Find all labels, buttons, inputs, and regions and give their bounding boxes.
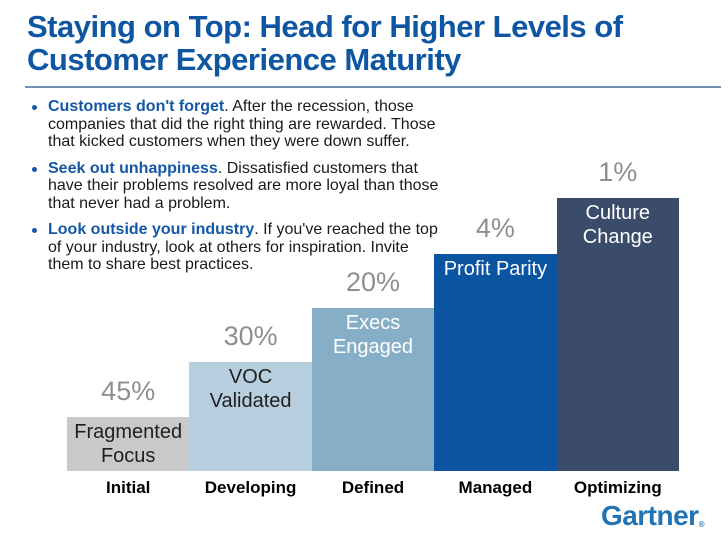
bullet-lead-3: Look outside your industry [48,221,255,238]
bullet-item-2: Seek out unhappiness. Dissatisfied custo… [28,160,448,213]
bar-label: Culture Change [582,202,653,248]
bullet-dot-icon [32,166,37,172]
bar-label: Profit Parity [443,258,548,280]
chart-bar-managed: Profit Parity [434,254,557,471]
axis-label-initial: Initial [105,478,151,497]
bullet-dot-icon [32,228,37,233]
bar-label: Fragmented Focus [74,421,183,467]
bar-value-label: 4% [475,213,515,243]
gartner-logo-text: Gartner [600,500,699,531]
axis-label-managed: Managed [458,478,533,497]
bullet-item-3: Look outside your industry. If you've re… [28,221,448,274]
page-title: Staying on Top: Head for Higher Levels o… [27,10,717,76]
bullet-text-3: . If you've reached the top of your indu… [48,221,438,273]
bullet-text-1: . After the recession, those companies t… [48,98,436,150]
chart-bar-initial: Fragmented Focus [67,417,190,471]
bullet-lead-1: Customers don't forget [48,98,225,115]
bullet-text-2: . Dissatisfied customers that have their… [48,159,439,212]
chart-bar-optimizing: Culture Change [556,198,679,471]
bar-value-label: 20% [345,267,401,297]
bar-label: VOC Validated [209,366,292,412]
axis-label-developing: Developing [204,478,297,497]
gartner-logo: Gartner® [600,500,705,532]
bar-value-label: 1% [598,157,638,187]
page-title-line1: Staying on Top: Head for Higher Levels o… [27,9,623,44]
bar-value-label: 45% [101,376,156,406]
bullet-list: Customers don't forget. After the recess… [28,98,448,283]
axis-label-optimizing: Optimizing [573,478,662,497]
title-divider [25,86,721,88]
axis-label-defined: Defined [341,478,405,497]
page-title-line2: Customer Experience Maturity [27,42,461,77]
registered-mark: ® [698,520,705,529]
bullet-dot-icon [32,105,37,110]
bullet-lead-2: Seek out unhappiness [48,159,218,177]
chart-bar-developing: VOC Validated [189,362,312,471]
bar-label: Execs Engaged [332,312,414,358]
bullet-item-1: Customers don't forget. After the recess… [28,98,448,151]
chart-bar-defined: Execs Engaged [311,308,435,471]
bar-value-label: 30% [223,321,278,351]
